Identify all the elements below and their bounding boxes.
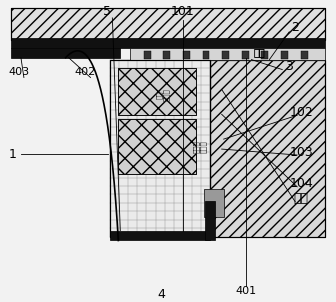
Bar: [301, 51, 308, 59]
Bar: [11, 8, 325, 40]
Bar: [118, 68, 196, 115]
Text: 3: 3: [285, 60, 293, 73]
Bar: [11, 8, 325, 40]
Bar: [205, 201, 215, 240]
Text: 403: 403: [8, 66, 30, 76]
Bar: [144, 51, 151, 59]
Text: 半導體
激光器: 半導體 激光器: [193, 141, 207, 153]
Bar: [222, 51, 229, 59]
Text: 2: 2: [291, 21, 299, 34]
Text: 光栃
耦合器: 光栃 耦合器: [156, 88, 170, 101]
Text: 光纖: 光纖: [254, 47, 265, 57]
Bar: [203, 51, 209, 59]
Text: 402: 402: [75, 66, 96, 76]
Bar: [110, 59, 210, 236]
Bar: [242, 51, 249, 59]
Bar: [210, 59, 325, 236]
Bar: [110, 230, 210, 240]
Bar: [210, 59, 325, 236]
Text: 101: 101: [171, 5, 195, 18]
Bar: [204, 189, 224, 217]
Text: 5: 5: [103, 5, 111, 18]
Bar: [281, 51, 288, 59]
Text: 4: 4: [157, 288, 165, 301]
Bar: [130, 48, 325, 59]
Bar: [118, 68, 196, 115]
Text: 102: 102: [289, 106, 313, 119]
Text: 角度: 角度: [294, 192, 309, 205]
Text: 103: 103: [289, 146, 313, 159]
Bar: [11, 38, 325, 48]
Text: 401: 401: [235, 286, 256, 296]
Bar: [118, 119, 196, 174]
Bar: [118, 119, 196, 174]
Bar: [163, 51, 170, 59]
Text: 104: 104: [289, 177, 313, 190]
Text: 1: 1: [9, 148, 17, 161]
Text: 光纖: 光纖: [254, 47, 265, 57]
Bar: [110, 59, 210, 236]
Bar: [183, 51, 190, 59]
Bar: [11, 48, 120, 58]
Bar: [261, 51, 268, 59]
